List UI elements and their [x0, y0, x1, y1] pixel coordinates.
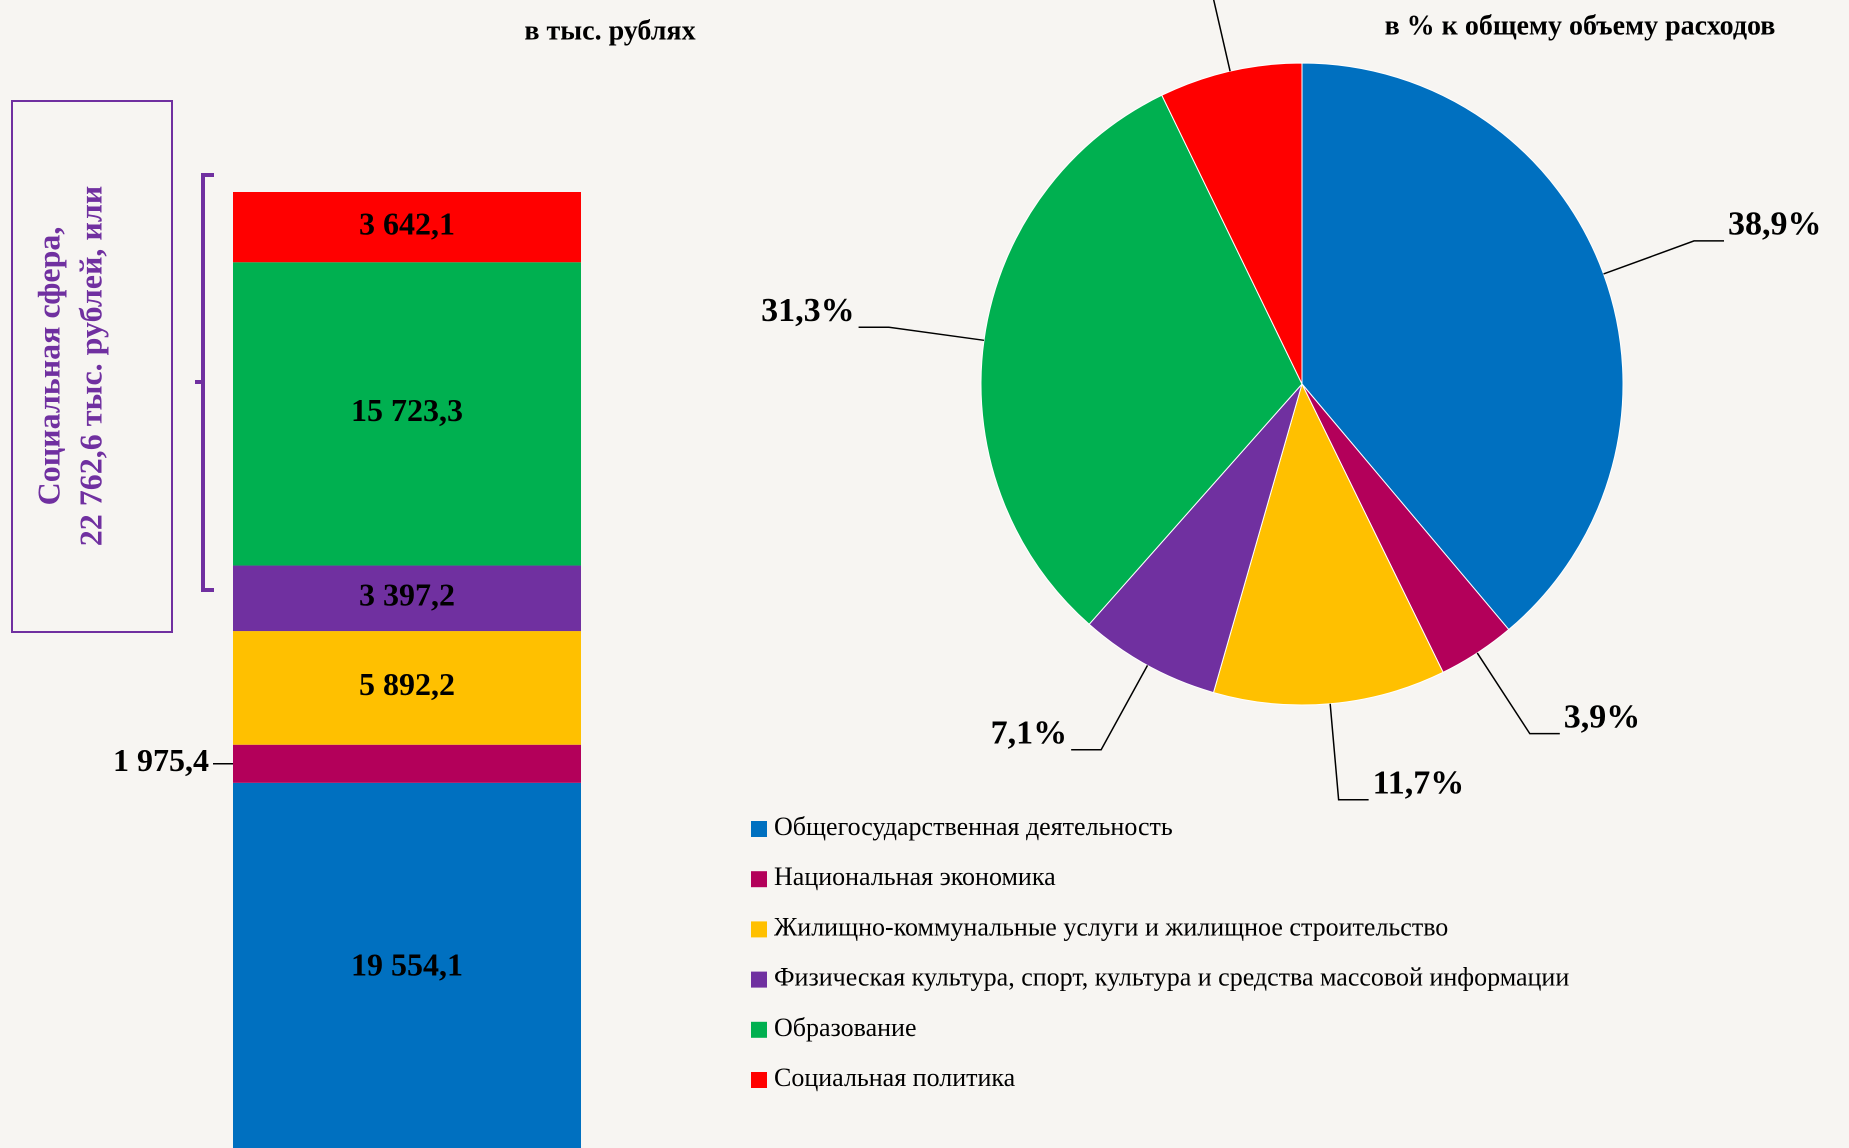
annotation: Социальная сфера,	[30, 227, 66, 506]
legend-label: Физическая культура, спорт, культура и с…	[774, 963, 1569, 992]
legend-label: Общегосударственная деятельность	[774, 812, 1173, 841]
value-label: 3 642,1	[359, 205, 455, 241]
bar-segment	[233, 745, 581, 783]
value-label: 11,7%	[1373, 764, 1465, 801]
value-label: 31,3%	[761, 292, 855, 329]
page: Социальная сфера, 22 762,6 тыс. рублей, …	[0, 0, 1849, 1148]
legend-label: Национальная экономика	[774, 862, 1056, 891]
value-label: 38,9%	[1728, 206, 1822, 243]
legend-label: Социальная политика	[774, 1063, 1016, 1092]
legend-swatch	[751, 821, 767, 837]
chart-title: в % к общему объему расходов	[1385, 10, 1776, 41]
value-label: 7,1%	[991, 715, 1068, 752]
legend-swatch	[751, 871, 767, 887]
value-label: 3 397,2	[359, 577, 455, 613]
value-label: 3,9%	[1564, 698, 1641, 735]
legend-swatch	[751, 1072, 767, 1088]
legend-label: Образование	[774, 1013, 917, 1042]
annotation: 22 762,6 тыс. рублей, или	[72, 186, 108, 546]
value-label: 1 975,4	[113, 742, 209, 778]
value-label: 5 892,2	[359, 666, 455, 702]
legend-swatch	[751, 921, 767, 937]
legend-swatch	[751, 972, 767, 988]
legend-swatch	[751, 1022, 767, 1038]
legend-label: Жилищно-коммунальные услуги и жилищное с…	[774, 912, 1448, 941]
chart-title: в тыс. рублях	[524, 15, 695, 46]
value-label: 15 723,3	[351, 392, 463, 428]
chart: Социальная сфера, 22 762,6 тыс. рублей, …	[0, 0, 1849, 1148]
value-label: 19 554,1	[351, 946, 463, 982]
